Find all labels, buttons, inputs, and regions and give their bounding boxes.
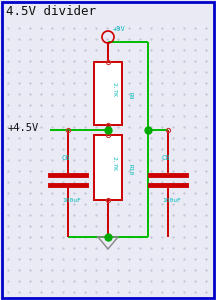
Text: C8: C8 <box>162 155 170 161</box>
Text: R9: R9 <box>128 92 133 99</box>
Text: 2.7K: 2.7K <box>111 82 116 97</box>
Text: 100uF: 100uF <box>163 197 181 202</box>
Text: C6: C6 <box>62 155 70 161</box>
Text: R10: R10 <box>128 164 133 175</box>
Text: 2.7K: 2.7K <box>111 156 116 171</box>
Text: 100uF: 100uF <box>63 197 81 202</box>
Bar <box>94 135 122 200</box>
Text: +9V: +9V <box>113 26 126 32</box>
Text: +4.5V: +4.5V <box>8 123 39 133</box>
Bar <box>94 62 122 125</box>
Text: 4.5V divider: 4.5V divider <box>6 5 96 18</box>
